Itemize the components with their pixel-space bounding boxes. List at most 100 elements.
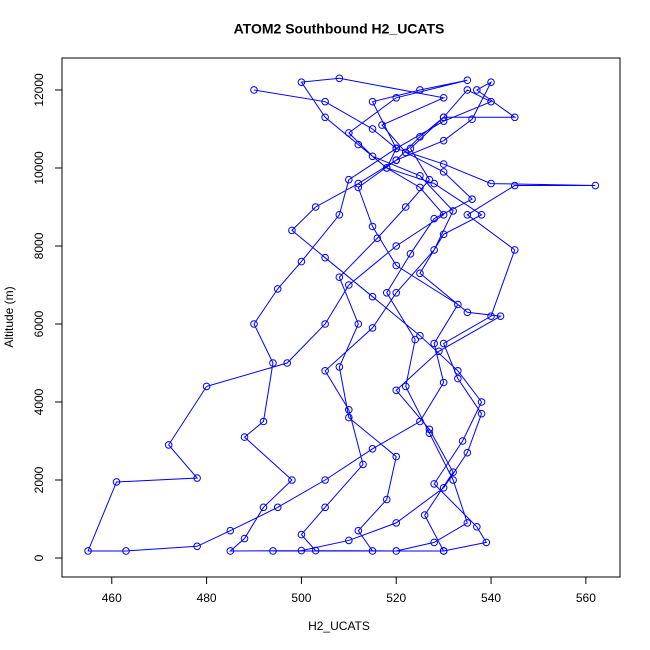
data-point [335, 74, 344, 83]
data-point [345, 405, 353, 414]
data-point [378, 121, 386, 129]
data-point [510, 113, 519, 122]
data-point [373, 234, 382, 242]
data-point [449, 207, 457, 215]
data-point [416, 331, 424, 340]
data-point [416, 269, 424, 278]
x-tick-label: 460 [102, 591, 122, 605]
data-point [401, 203, 410, 211]
data-point [435, 347, 443, 356]
data-point [425, 425, 434, 434]
y-tick-label: 8000 [32, 232, 46, 259]
data-point [463, 519, 472, 527]
data-point [439, 339, 448, 348]
data-point [345, 281, 353, 289]
data-point [439, 168, 448, 176]
data-point [439, 117, 448, 125]
data-point [345, 175, 353, 184]
data-point [430, 214, 438, 223]
data-point [487, 312, 495, 320]
data-point [226, 547, 235, 555]
y-tick-label: 10000 [32, 151, 46, 185]
data-point [269, 359, 277, 367]
data-point [354, 140, 363, 149]
data-point [392, 261, 401, 270]
data-point [416, 417, 424, 426]
data-point [368, 125, 377, 133]
y-tick-label: 6000 [32, 310, 46, 337]
data-point [335, 363, 344, 371]
data-point [240, 433, 249, 441]
data-point [439, 378, 448, 387]
data-point [392, 519, 401, 527]
y-tick-label: 2000 [32, 466, 46, 493]
data-point [463, 210, 472, 219]
y-tick-label: 12000 [32, 73, 46, 107]
data-point [487, 97, 495, 106]
data-point [368, 97, 377, 106]
data-point [430, 480, 438, 488]
data-point [368, 222, 377, 231]
data-point [392, 242, 401, 250]
data-point [392, 156, 401, 164]
data-point [439, 160, 448, 168]
data-point [269, 547, 277, 555]
data-point [202, 382, 211, 391]
data-point [335, 273, 344, 281]
y-tick-label: 0 [32, 554, 46, 561]
data-point [458, 437, 467, 445]
data-point [250, 86, 258, 94]
data-point [321, 320, 329, 328]
data-point [430, 538, 438, 547]
x-tick-label: 520 [386, 591, 406, 605]
data-point [473, 523, 481, 531]
data-point [496, 312, 505, 320]
data-point [345, 129, 353, 137]
data-point [463, 76, 472, 85]
data-point [368, 445, 377, 453]
data-point [321, 366, 329, 375]
data-point [392, 547, 401, 555]
data-point [297, 546, 306, 555]
data-point [368, 547, 377, 555]
data-point [354, 179, 363, 188]
data-point [112, 478, 121, 486]
data-point [430, 179, 438, 188]
data-point [439, 136, 448, 145]
data-point [382, 495, 391, 504]
data-point [416, 132, 424, 141]
data-point [454, 374, 462, 383]
data-point [354, 183, 363, 192]
data-point [449, 476, 457, 484]
data-point [591, 181, 600, 190]
data-point [321, 97, 329, 106]
data-point [259, 417, 268, 426]
data-point [259, 503, 268, 512]
data-line [87, 77, 596, 552]
x-tick-label: 540 [481, 591, 501, 605]
data-point [439, 93, 448, 102]
data-point [477, 398, 486, 406]
data-point [420, 511, 429, 519]
data-point [416, 86, 424, 94]
data-point [439, 547, 448, 555]
data-point [439, 210, 448, 219]
data-point [477, 409, 486, 418]
data-point [354, 526, 363, 535]
data-point [193, 474, 201, 482]
data-point [368, 292, 377, 301]
data-point [510, 246, 519, 254]
x-tick-label: 500 [291, 591, 311, 605]
data-point [359, 460, 367, 469]
data-point [477, 210, 486, 219]
data-point [354, 320, 363, 328]
data-point [288, 476, 296, 484]
data-point [368, 324, 377, 332]
data-point [406, 144, 415, 153]
data-point [273, 503, 282, 512]
data-point [468, 195, 476, 203]
data-point [240, 534, 249, 543]
x-tick-label: 480 [197, 591, 217, 605]
data-point [473, 86, 481, 94]
